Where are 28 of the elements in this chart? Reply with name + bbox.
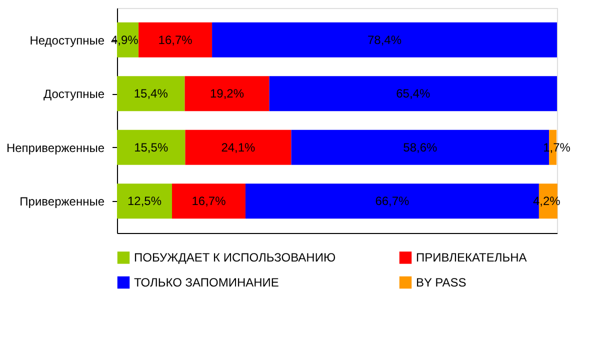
data-label: 15,4% [134,86,168,101]
data-label: 24,1% [221,140,256,154]
data-label: 16,7% [192,194,226,208]
bar [212,22,557,58]
data-label: 66,7% [375,194,410,208]
data-label: 78,4% [368,32,402,47]
legend-label: ПРИВЛЕКАТЕЛЬНА [416,250,527,265]
y-tick-label: Недоступные [30,33,105,48]
bar [269,76,557,112]
legend-label: ТОЛЬКО ЗАПОМИНАНИЕ [134,276,279,290]
legend-label: BY PASS [416,276,466,290]
bar [138,22,212,58]
y-tick-label: Неприверженные [6,140,105,155]
y-tick-label: Доступные [44,87,105,102]
bar [117,76,185,112]
y-tick-label: Приверженные [20,194,105,209]
bar [184,76,270,112]
legend-label: ПОБУЖДАЕТ К ИСПОЛЬЗОВАНИЮ [134,250,336,265]
bar [117,184,172,219]
data-label: 19,2% [210,86,244,101]
data-label: 65,4% [396,86,430,101]
bar [185,130,292,165]
data-label: 15,5% [134,140,168,154]
bar [117,130,186,165]
data-label: 16,7% [158,32,193,47]
data-label: 58,6% [403,140,438,154]
data-label: 12,5% [127,194,162,208]
bar [172,184,246,219]
